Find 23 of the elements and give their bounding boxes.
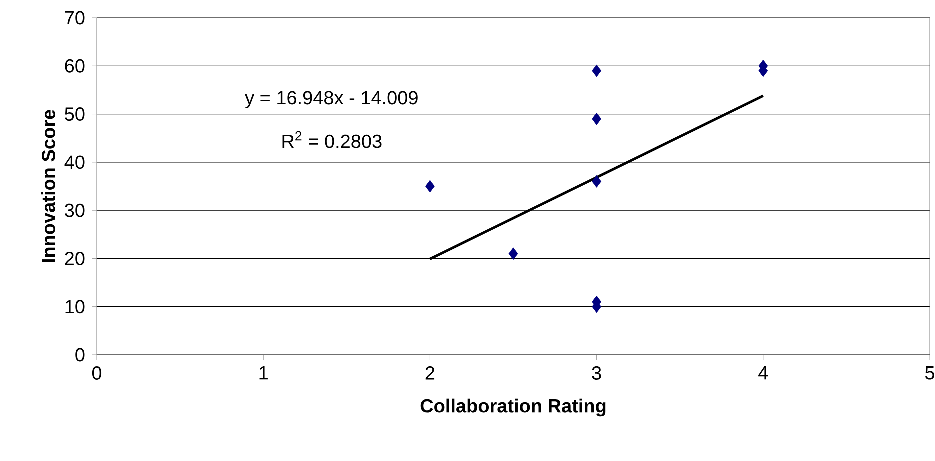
x-tick-label: 4 — [758, 366, 768, 380]
point — [592, 112, 602, 126]
point — [592, 175, 602, 188]
annotation: y = 16.948x - 14.009 — [245, 91, 418, 108]
x-tick-label: 5 — [925, 366, 934, 380]
x-tick-label: 0 — [92, 366, 102, 380]
y-tick-label: 60 — [65, 59, 85, 73]
y-tick-label: 20 — [65, 252, 85, 266]
point — [508, 248, 518, 260]
x-tick-label: 3 — [592, 366, 602, 380]
x-tick-label: 2 — [426, 366, 435, 380]
y-tick-label: 0 — [76, 348, 85, 362]
y-tick-label: 10 — [66, 300, 85, 314]
y-tick-label: 50 — [65, 108, 85, 122]
y-tick-label: 40 — [64, 156, 85, 170]
y-axis-title: Innovation Score — [42, 110, 56, 262]
x-axis-title: Collaboration Rating — [420, 398, 606, 417]
annotation: R$^{2}$ = 0.2803 — [282, 131, 382, 148]
point — [426, 180, 435, 193]
x-tick-label: 1 — [260, 366, 268, 380]
y-tick-label: 70 — [65, 11, 85, 25]
point — [592, 64, 602, 78]
y-tick-label: 30 — [65, 204, 85, 218]
